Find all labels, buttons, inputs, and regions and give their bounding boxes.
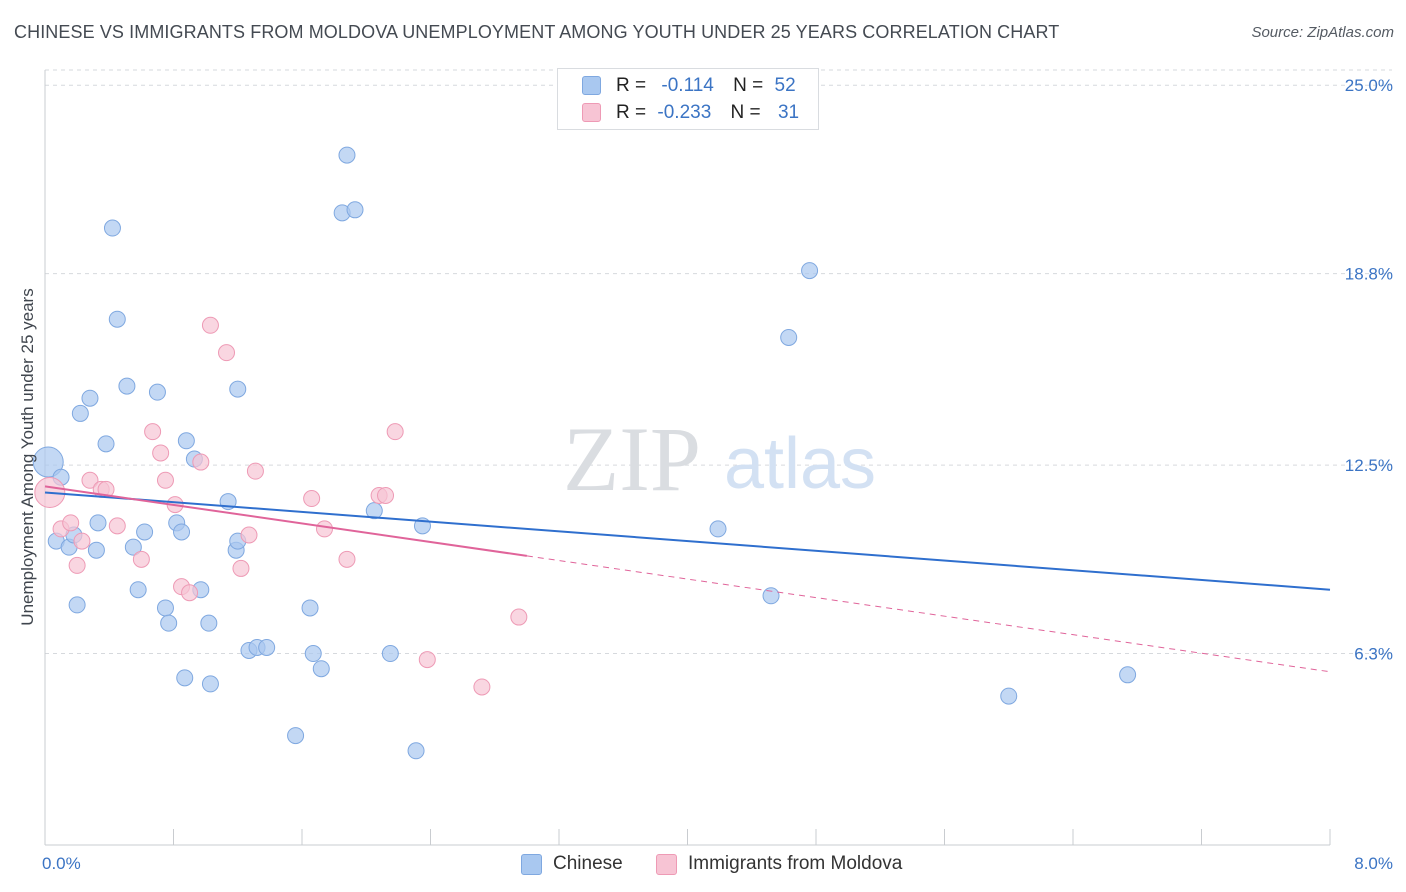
moldova-point bbox=[62, 514, 80, 532]
chinese-point bbox=[1119, 666, 1137, 684]
r-label: R = bbox=[616, 75, 647, 96]
moldova-point bbox=[303, 490, 321, 508]
chinese-point bbox=[176, 669, 194, 687]
chinese-point bbox=[762, 587, 780, 605]
legend-label-moldova: Immigrants from Moldova bbox=[688, 853, 903, 874]
y-tick-label: 6.3% bbox=[1354, 645, 1393, 664]
chinese-point bbox=[338, 146, 356, 164]
moldova-point bbox=[132, 550, 150, 568]
labels-layer: 6.3% 12.5% 18.8% 25.0% 0.0% 8.0% Unemployment … bbox=[18, 76, 1393, 873]
chinese-legend-swatch bbox=[521, 854, 542, 875]
chinese-point bbox=[108, 310, 126, 328]
chinese-point bbox=[103, 219, 121, 237]
trend-layer bbox=[44, 485, 1331, 673]
moldova-point bbox=[181, 584, 199, 602]
chinese-point bbox=[709, 520, 727, 538]
r-value: -0.233 bbox=[657, 102, 712, 123]
moldova-point bbox=[156, 471, 174, 489]
chinese-point bbox=[780, 328, 798, 346]
chinese-point bbox=[124, 538, 142, 556]
chinese-point bbox=[407, 742, 425, 760]
chinese-point bbox=[81, 389, 99, 407]
series-legend: Chinese Immigrants from Moldova bbox=[0, 852, 1406, 878]
moldova-point bbox=[240, 526, 258, 544]
moldova-legend-swatch bbox=[656, 854, 677, 875]
moldova-point bbox=[473, 678, 491, 696]
chinese-point bbox=[71, 404, 89, 422]
n-label: N = bbox=[733, 75, 764, 96]
moldova-point bbox=[192, 453, 210, 471]
moldova-point bbox=[201, 316, 219, 334]
chinese-point bbox=[177, 432, 195, 450]
y-tick-label: 12.5% bbox=[1345, 456, 1393, 475]
moldova-point bbox=[81, 471, 99, 489]
chinese-point bbox=[201, 675, 219, 693]
chinese-point bbox=[304, 645, 322, 663]
y-axis-label: Unemployment Among Youth under 25 years bbox=[18, 288, 37, 625]
chinese-point bbox=[156, 599, 174, 617]
moldova-point bbox=[377, 486, 395, 504]
watermark: ZIP atlas bbox=[563, 408, 876, 510]
watermark-atlas: atlas bbox=[724, 424, 876, 504]
chinese-point bbox=[160, 614, 178, 632]
chinese-point bbox=[87, 541, 105, 559]
chinese-trend-line bbox=[44, 491, 1331, 591]
chinese-point bbox=[136, 523, 154, 541]
n-value: 31 bbox=[777, 102, 800, 123]
stats-legend: R = -0.114 N = 52 R = -0.233 N = 31 bbox=[557, 68, 819, 130]
moldova-point bbox=[315, 520, 333, 538]
chinese-point bbox=[381, 645, 399, 663]
chinese-point bbox=[118, 377, 136, 395]
n-label: N = bbox=[730, 102, 761, 123]
r-label: R = bbox=[616, 102, 647, 123]
moldova-point bbox=[108, 517, 126, 535]
moldova-swatch bbox=[582, 103, 601, 122]
chinese-point bbox=[97, 435, 115, 453]
moldova-point bbox=[246, 462, 264, 480]
moldova-point bbox=[73, 532, 91, 550]
chinese-point bbox=[346, 201, 364, 219]
chinese-point bbox=[801, 262, 819, 280]
chinese-point bbox=[148, 383, 166, 401]
chinese-point bbox=[287, 727, 305, 745]
moldova-point bbox=[510, 608, 528, 626]
chart-title: CHINESE VS IMMIGRANTS FROM MOLDOVA UNEMP… bbox=[14, 22, 1060, 42]
legend-label-chinese: Chinese bbox=[553, 853, 623, 874]
chinese-point bbox=[365, 502, 383, 520]
chinese-point bbox=[301, 599, 319, 617]
chinese-point bbox=[1000, 687, 1018, 705]
moldova-point bbox=[68, 556, 86, 574]
chinese-point bbox=[68, 596, 86, 614]
moldova-trend-line bbox=[44, 485, 528, 557]
source-credit: Source: ZipAtlas.com bbox=[1251, 24, 1394, 41]
moldova-point bbox=[152, 444, 170, 462]
moldova-trend-line-extension bbox=[526, 555, 1331, 673]
chinese-point bbox=[173, 523, 191, 541]
watermark-zip: ZIP bbox=[563, 408, 701, 510]
chinese-point bbox=[129, 581, 147, 599]
moldova-point bbox=[338, 550, 356, 568]
y-tick-label: 25.0% bbox=[1345, 76, 1393, 95]
moldova-point bbox=[218, 344, 236, 362]
moldova-point bbox=[418, 651, 436, 669]
chinese-point bbox=[89, 514, 107, 532]
chinese-point bbox=[312, 660, 330, 678]
moldova-point bbox=[144, 423, 162, 441]
chinese-swatch bbox=[582, 76, 601, 95]
y-tick-label: 18.8% bbox=[1345, 265, 1393, 284]
x-tick-label: 0.0% bbox=[42, 854, 81, 873]
chinese-point bbox=[258, 638, 276, 656]
chinese-point bbox=[200, 614, 218, 632]
chinese-point bbox=[229, 380, 247, 398]
n-value: 52 bbox=[774, 75, 796, 96]
r-value: -0.114 bbox=[661, 75, 714, 96]
moldova-point bbox=[232, 559, 250, 577]
x-tick-label: 8.0% bbox=[1354, 854, 1393, 873]
moldova-point bbox=[386, 423, 404, 441]
